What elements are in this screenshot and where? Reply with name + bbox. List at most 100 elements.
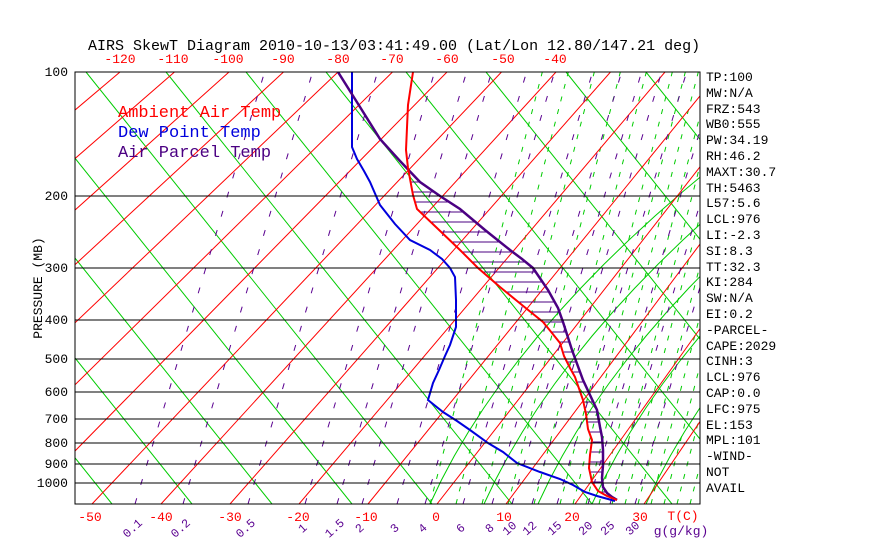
stat-line: LFC:975 <box>706 401 761 417</box>
moist-adiabat-line <box>483 223 700 504</box>
mixing-ratio-line <box>462 72 594 504</box>
top-temp-tick-label: -70 <box>380 52 403 67</box>
top-temp-tick-label: -80 <box>326 52 349 67</box>
stat-line: SW:N/A <box>706 291 753 307</box>
top-temp-tick-label: -100 <box>212 52 243 67</box>
legend-ambient-air-temp: Ambient Air Temp <box>118 104 282 123</box>
saturation-dashed-line <box>533 72 647 504</box>
stat-line: SI:8.3 <box>706 243 753 259</box>
stat-line: CINH:3 <box>706 354 753 370</box>
mixing-unit-label: g(g/kg) <box>654 524 709 539</box>
pressure-tick-label: 900 <box>45 457 68 472</box>
saturation-dashed-line <box>429 72 543 504</box>
bottom-temp-tick-label: -50 <box>78 510 101 525</box>
saturation-dashed-line <box>572 72 686 504</box>
moist-adiabat-line <box>591 335 700 504</box>
ambient-curve <box>404 72 618 501</box>
isotherm-line <box>436 166 700 504</box>
stat-line: LI:-2.3 <box>706 227 761 243</box>
mixing-ratio-line <box>424 72 556 504</box>
mixing-ratio-tick-label: 25 <box>598 519 618 539</box>
stats-panel: TP:100 MW:N/A FRZ:543 WB0:555 PW:34.19 RH:46.… <box>706 70 776 497</box>
top-temp-tick-label: -50 <box>491 52 514 67</box>
pressure-tick-label: 100 <box>45 65 68 80</box>
mixing-ratio-tick-label: 4 <box>416 521 431 536</box>
mixing-ratio-tick-label: 8 <box>483 521 498 536</box>
stat-line: LCL:976 <box>706 212 761 228</box>
moist-adiabat-line <box>429 176 700 504</box>
stat-line: AVAIL <box>706 480 746 496</box>
isotherm-line <box>75 72 284 266</box>
isotherm-line <box>367 95 700 504</box>
mixing-ratio-line <box>609 202 700 504</box>
isotherm-line <box>0 72 11 504</box>
saturation-dashed-line <box>481 72 595 504</box>
plot-frame <box>74 71 701 505</box>
bottom-temp-tick-label: 30 <box>632 510 648 525</box>
isotherm-line <box>574 327 700 504</box>
pressure-tick-label: 800 <box>45 436 68 451</box>
saturation-dashed-line <box>624 213 700 504</box>
mixing-ratio-line <box>134 72 266 504</box>
dry-adiabat-line <box>0 72 32 504</box>
saturation-dashed-line <box>559 72 673 504</box>
mixing-ratio-line <box>336 72 468 504</box>
mixing-ratio-tick-label: 12 <box>520 519 540 539</box>
mixing-ratio-line <box>247 72 379 504</box>
mixing-ratio-tick-label: 0.1 <box>120 516 145 541</box>
page-title: AIRS SkewT Diagram 2010-10-13/03:41:49.0… <box>88 38 701 55</box>
mixing-ratio-line <box>396 72 528 504</box>
dry-adiabat-line <box>75 357 193 504</box>
dry-adiabat-line <box>165 72 513 504</box>
plot-area <box>0 72 870 504</box>
saturation-dashed-line <box>455 72 569 504</box>
stat-line: TP:100 <box>706 70 753 85</box>
stat-line: TH:5463 <box>706 180 761 196</box>
bottom-temp-tick-label: -10 <box>354 510 377 525</box>
stat-line: MAXT:30.7 <box>706 164 777 180</box>
parcel-curve <box>336 72 618 502</box>
bottom-temp-tick-label: -30 <box>218 510 241 525</box>
stat-line: RH:46.2 <box>706 148 761 164</box>
stat-line: MPL:101 <box>706 433 761 449</box>
bottom-temp-tick-label: 0 <box>432 510 440 525</box>
bottom-temp-tick-label: 10 <box>496 510 512 525</box>
legend-dew-point-temp: Dew Point Temp <box>118 124 261 143</box>
bottom-temp-tick-label: 20 <box>564 510 580 525</box>
top-temp-tick-label: -90 <box>271 52 294 67</box>
mixing-ratio-line <box>182 72 314 504</box>
saturation-dashed-line <box>507 72 621 504</box>
saturation-dashed-line <box>611 163 700 504</box>
moist-adiabat-line <box>808 72 870 504</box>
mixing-ratio-tick-label: 6 <box>454 521 469 536</box>
top-temp-tick-label: -40 <box>543 52 566 67</box>
dry-adiabat-line <box>85 72 433 504</box>
saturation-dashed-line <box>585 72 699 504</box>
mixing-ratio-line <box>491 72 623 504</box>
top-temp-tick-label: -110 <box>157 52 188 67</box>
dry-adiabat-line <box>565 72 700 241</box>
stat-line: TT:32.3 <box>706 259 761 275</box>
saturation-dashed-line <box>598 113 700 504</box>
moist-adiabat-line <box>645 406 700 504</box>
dry-adiabat-line <box>75 257 273 504</box>
stat-line: CAPE:2029 <box>706 338 777 354</box>
mixing-ratio-line <box>556 72 688 504</box>
isotherm-line <box>75 72 393 386</box>
stat-line: L57:5.6 <box>706 196 761 212</box>
pressure-tick-label: 400 <box>45 313 68 328</box>
isotherm-line <box>75 72 175 160</box>
isotherm-line <box>75 72 448 452</box>
stat-line: -PARCEL- <box>706 322 769 338</box>
dry-adiabat-line <box>485 72 700 340</box>
pressure-tick-label: 200 <box>45 189 68 204</box>
stat-line: CAP:0.0 <box>706 385 761 401</box>
mixing-ratio-tick-label: 1.5 <box>322 516 347 541</box>
dew-point-curve <box>351 72 616 502</box>
stat-line: EL:153 <box>706 417 753 433</box>
stat-line: KI:284 <box>706 275 753 291</box>
isotherm-line <box>75 72 230 211</box>
bottom-temp-tick-label: -20 <box>286 510 309 525</box>
